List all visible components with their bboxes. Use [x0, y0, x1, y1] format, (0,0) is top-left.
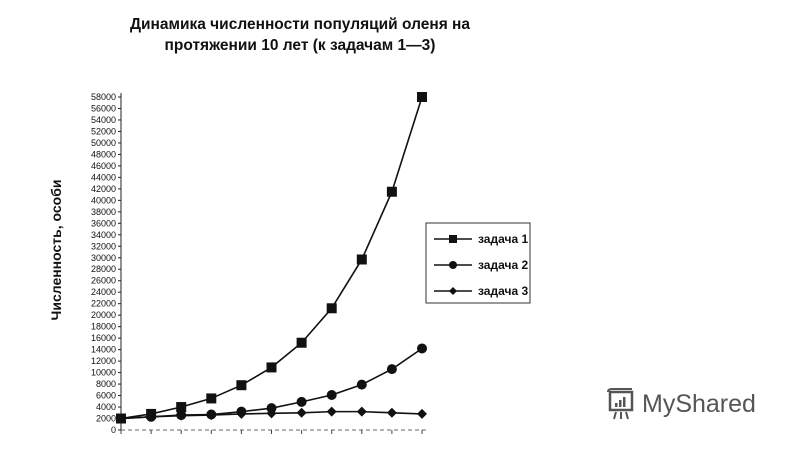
marker-square: [417, 92, 427, 102]
marker-square: [236, 380, 247, 391]
marker-square: [449, 235, 457, 243]
chart-title: Динамика численности популяций оленя на …: [60, 14, 540, 56]
y-tick-label: 18000: [91, 322, 116, 332]
y-tick-label: 26000: [91, 276, 116, 286]
chart-title-line: протяжении 10 лет (к задачам 1—3): [164, 37, 436, 54]
marker-diamond: [206, 410, 217, 421]
watermark-text: MyShared: [642, 389, 756, 418]
y-tick-label: 2000: [96, 414, 116, 424]
y-tick-label: 24000: [91, 287, 116, 297]
watermark-logo: MyShared: [606, 388, 756, 420]
legend-label: задача 3: [478, 284, 528, 298]
y-tick-label: 42000: [91, 184, 116, 194]
y-tick-label: 12000: [91, 356, 116, 366]
chart-title-line: Динамика численности популяций оленя на: [129, 16, 471, 33]
y-tick-label: 40000: [91, 195, 116, 205]
marker-diamond: [356, 406, 367, 417]
y-tick-label: 38000: [91, 207, 116, 217]
legend-label: задача 2: [478, 258, 528, 272]
marker-circle: [326, 389, 337, 400]
y-tick-label: 22000: [91, 299, 116, 309]
y-tick-label: 58000: [91, 92, 116, 102]
y-tick-label: 34000: [91, 230, 116, 240]
y-tick-label: 28000: [91, 264, 116, 274]
y-tick-label: 54000: [91, 115, 116, 125]
y-tick-label: 14000: [91, 345, 116, 355]
marker-square: [326, 303, 337, 314]
marker-circle: [417, 343, 427, 354]
marker-square: [296, 337, 307, 348]
marker-square: [356, 254, 367, 265]
presentation-board-icon: [607, 388, 634, 420]
marker-diamond: [146, 411, 157, 422]
y-tick-label: 0: [111, 425, 116, 435]
marker-square: [206, 393, 217, 404]
marker-diamond: [266, 408, 277, 419]
marker-diamond: [449, 287, 457, 295]
marker-diamond: [116, 413, 126, 424]
y-tick-label: 20000: [91, 310, 116, 320]
marker-square: [266, 362, 277, 373]
y-tick-label: 36000: [91, 218, 116, 228]
y-tick-label: 44000: [91, 172, 116, 182]
marker-circle: [449, 261, 457, 269]
marker-diamond: [417, 408, 427, 419]
y-tick-label: 30000: [91, 253, 116, 263]
y-tick-label: 52000: [91, 126, 116, 136]
marker-diamond: [386, 407, 397, 418]
y-tick-label: 50000: [91, 138, 116, 148]
marker-circle: [266, 403, 277, 414]
y-tick-label: 10000: [91, 368, 116, 378]
marker-diamond: [176, 410, 187, 421]
y-tick-label: 32000: [91, 241, 116, 251]
marker-diamond: [326, 406, 337, 417]
legend: [425, 222, 531, 304]
marker-circle: [296, 396, 307, 407]
y-tick-label: 46000: [91, 161, 116, 171]
legend-label: задача 1: [478, 232, 528, 246]
marker-diamond: [236, 408, 247, 419]
y-tick-label: 48000: [91, 149, 116, 159]
marker-square: [386, 186, 397, 197]
marker-circle: [386, 364, 397, 375]
y-tick-label: 6000: [96, 391, 116, 401]
marker-circle: [356, 379, 367, 390]
y-tick-label: 8000: [96, 379, 116, 389]
y-tick-label: 4000: [96, 402, 116, 412]
marker-diamond: [296, 407, 307, 418]
y-tick-label: 56000: [91, 103, 116, 113]
marker-square: [176, 402, 187, 413]
y-tick-label: 16000: [91, 333, 116, 343]
